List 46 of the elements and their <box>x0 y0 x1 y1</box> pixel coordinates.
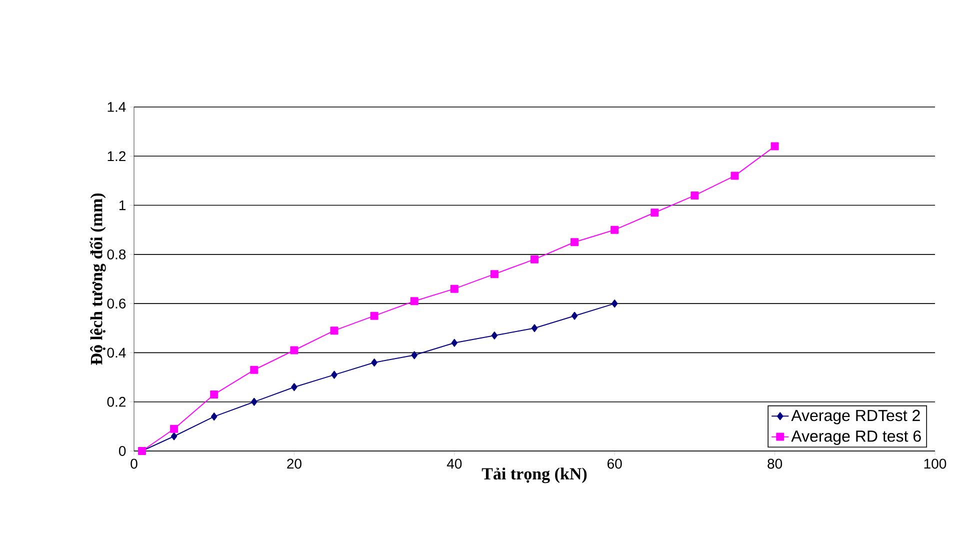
y-tick-label: 0.6 <box>107 298 126 309</box>
point <box>531 324 538 332</box>
point <box>650 208 659 217</box>
point <box>370 312 378 320</box>
point <box>490 270 498 278</box>
y-tick-label: 0.8 <box>107 249 126 260</box>
y-tick-label: 1.2 <box>108 151 126 162</box>
x-tick-label: 60 <box>608 458 622 469</box>
x-tick-label: 20 <box>287 458 302 469</box>
point <box>690 191 699 200</box>
point <box>290 346 298 354</box>
y-tick-label: 0.4 <box>107 348 126 358</box>
x-tick-label: 0 <box>130 458 138 469</box>
y-tick-label: 1 <box>119 200 126 210</box>
y-axis-title: Độ lệch tương đối (mm) <box>90 193 106 365</box>
y-tick-label: 0 <box>118 446 126 456</box>
legend-label: Average RDTest 2 <box>791 410 920 424</box>
point <box>570 238 579 246</box>
legend-label: Average RD test 6 <box>791 430 921 445</box>
point <box>251 398 258 406</box>
point <box>170 432 178 440</box>
point <box>451 338 458 347</box>
point <box>491 332 498 340</box>
point <box>330 326 338 335</box>
x-tick-label: 40 <box>446 458 462 469</box>
point <box>610 226 619 234</box>
point <box>411 351 418 360</box>
point <box>611 300 618 308</box>
point <box>170 424 178 433</box>
point <box>571 312 578 320</box>
point <box>371 358 378 367</box>
point <box>530 255 539 264</box>
point <box>770 142 779 150</box>
x-tick-label: 80 <box>768 458 782 469</box>
point <box>410 297 418 306</box>
point <box>210 412 218 421</box>
point <box>450 284 458 293</box>
point <box>250 366 258 374</box>
point <box>291 383 298 392</box>
point <box>331 370 338 379</box>
point <box>210 390 218 398</box>
x-axis-title: Tải trọng (kN) <box>482 468 587 484</box>
y-tick-label: 1.4 <box>108 102 126 112</box>
y-tick-label: 0.2 <box>107 396 126 407</box>
x-tick-label: 100 <box>924 458 946 469</box>
point <box>730 172 739 180</box>
